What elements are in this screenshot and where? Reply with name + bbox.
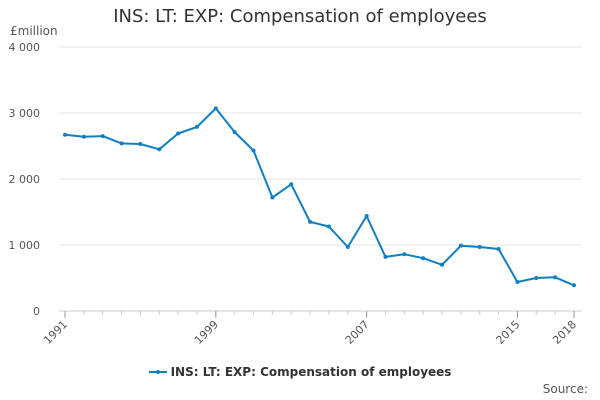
data-point — [402, 252, 407, 257]
data-point — [326, 224, 331, 229]
data-point — [138, 142, 143, 147]
data-point — [496, 246, 501, 251]
data-point — [232, 130, 237, 135]
y-tick-label: 1 000 — [9, 239, 41, 252]
x-tick-label: 2007 — [343, 318, 372, 347]
series-layer — [63, 106, 576, 288]
y-tick-label: 0 — [33, 305, 40, 318]
data-point — [119, 141, 124, 146]
x-tick-label: 2018 — [550, 318, 579, 347]
gridlines — [59, 46, 582, 246]
legend-swatch — [148, 370, 167, 374]
y-tick-label: 2 000 — [9, 173, 41, 186]
data-point — [553, 275, 558, 280]
y-tick-label: 4 000 — [9, 41, 41, 54]
y-axis-unit-label: £million — [10, 24, 58, 38]
data-point — [289, 182, 294, 187]
data-point — [477, 244, 482, 249]
data-point — [534, 276, 539, 280]
data-point — [176, 131, 181, 136]
x-tick-label: 1991 — [41, 318, 70, 347]
data-point — [270, 195, 275, 200]
legend-label: INS: LT: EXP: Compensation of employees — [170, 365, 452, 379]
x-tick-label: 1999 — [192, 318, 221, 347]
data-point — [63, 132, 67, 137]
x-tick-label: 2015 — [494, 318, 523, 347]
data-point — [251, 148, 256, 153]
data-point — [572, 283, 576, 288]
y-tick-label: 3 000 — [9, 107, 41, 120]
data-point — [383, 254, 388, 259]
source-label: Source: — [542, 382, 588, 396]
chart-title: INS: LT: EXP: Compensation of employees — [113, 6, 487, 27]
data-point — [364, 213, 369, 218]
legend: INS: LT: EXP: Compensation of employees — [0, 365, 600, 379]
data-point — [194, 124, 199, 129]
data-point — [458, 243, 463, 248]
data-point — [81, 134, 86, 139]
data-point — [440, 262, 445, 267]
data-point — [213, 106, 218, 111]
data-point — [421, 256, 426, 261]
data-point — [157, 147, 162, 152]
series-line — [64, 107, 575, 287]
data-point — [515, 279, 520, 284]
data-point — [345, 244, 350, 249]
data-point — [100, 134, 105, 139]
data-point — [308, 219, 313, 224]
